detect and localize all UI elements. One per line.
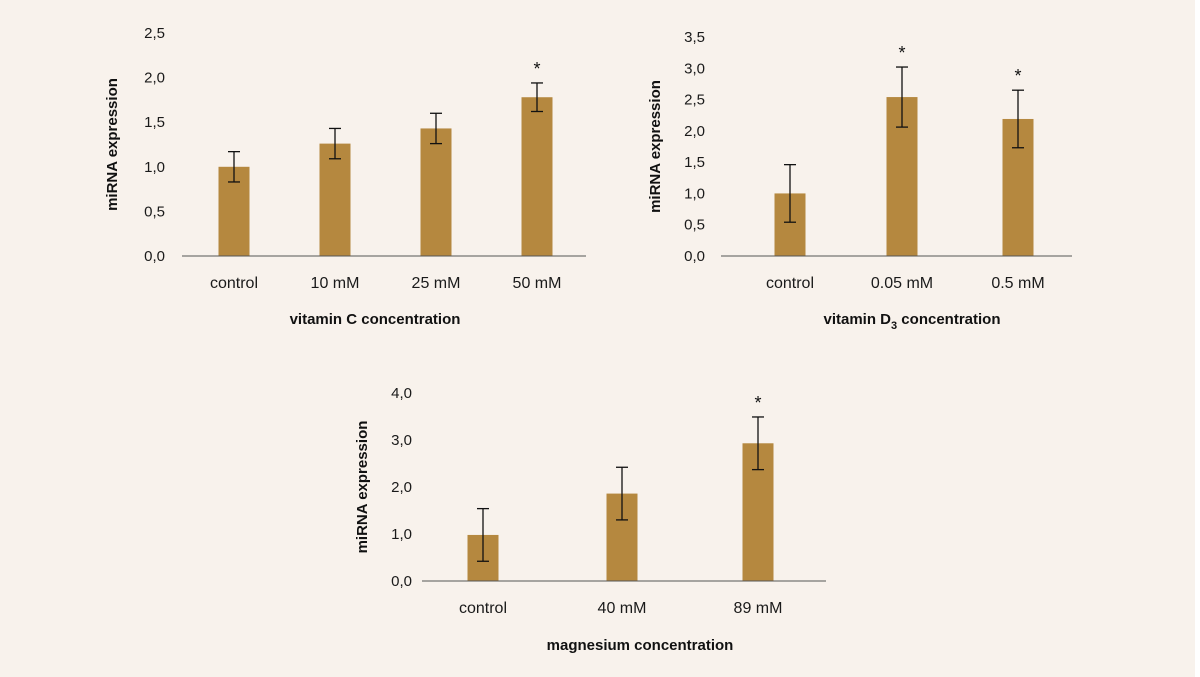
category-label: control — [210, 275, 258, 292]
y-tick-label: 2,0 — [391, 479, 412, 496]
x-axis-title-subscript: 3 — [891, 320, 897, 332]
y-tick-label: 1,0 — [391, 526, 412, 543]
x-axis-title: vitamin C concentration — [290, 311, 461, 328]
bar-0-3 — [521, 97, 553, 256]
y-tick-label: 0,0 — [391, 573, 412, 590]
y-tick-label: 0,5 — [144, 203, 165, 220]
y-tick-label: 1,0 — [684, 185, 705, 202]
category-label: 0.05 mM — [871, 275, 933, 292]
category-label: 40 mM — [598, 600, 647, 617]
bar-0-2 — [420, 128, 452, 256]
y-axis-title: miRNA expression — [647, 80, 664, 213]
significance-marker: * — [533, 59, 540, 79]
y-tick-label: 1,5 — [684, 154, 705, 171]
bar-0-1 — [319, 143, 351, 256]
x-axis-title-part: concentration — [897, 311, 1000, 328]
category-label: control — [766, 275, 814, 292]
significance-marker: * — [898, 43, 905, 63]
x-axis-title-part: vitamin D — [824, 311, 892, 328]
x-axis-title: vitamin D3 concentration — [824, 311, 1001, 332]
y-tick-label: 4,0 — [391, 385, 412, 402]
y-axis-title: miRNA expression — [354, 421, 371, 554]
category-label: 50 mM — [513, 275, 562, 292]
y-tick-label: 3,0 — [684, 60, 705, 77]
y-tick-label: 1,0 — [144, 159, 165, 176]
category-label: 25 mM — [412, 275, 461, 292]
y-tick-label: 2,0 — [684, 123, 705, 140]
y-tick-label: 2,0 — [144, 70, 165, 87]
category-label: 10 mM — [311, 275, 360, 292]
y-axis-title: miRNA expression — [104, 78, 121, 211]
category-label: 0.5 mM — [991, 275, 1044, 292]
significance-marker: * — [754, 393, 761, 413]
y-tick-label: 0,0 — [684, 248, 705, 265]
x-axis-title: magnesium concentration — [547, 637, 734, 654]
y-tick-label: 0,5 — [684, 217, 705, 234]
y-tick-label: 2,5 — [144, 25, 165, 42]
y-tick-label: 3,0 — [391, 432, 412, 449]
y-tick-label: 2,5 — [684, 92, 705, 109]
y-tick-label: 3,5 — [684, 29, 705, 46]
y-tick-label: 1,5 — [144, 114, 165, 131]
category-label: 89 mM — [734, 600, 783, 617]
y-tick-label: 0,0 — [144, 248, 165, 265]
significance-marker: * — [1014, 66, 1021, 86]
category-label: control — [459, 600, 507, 617]
